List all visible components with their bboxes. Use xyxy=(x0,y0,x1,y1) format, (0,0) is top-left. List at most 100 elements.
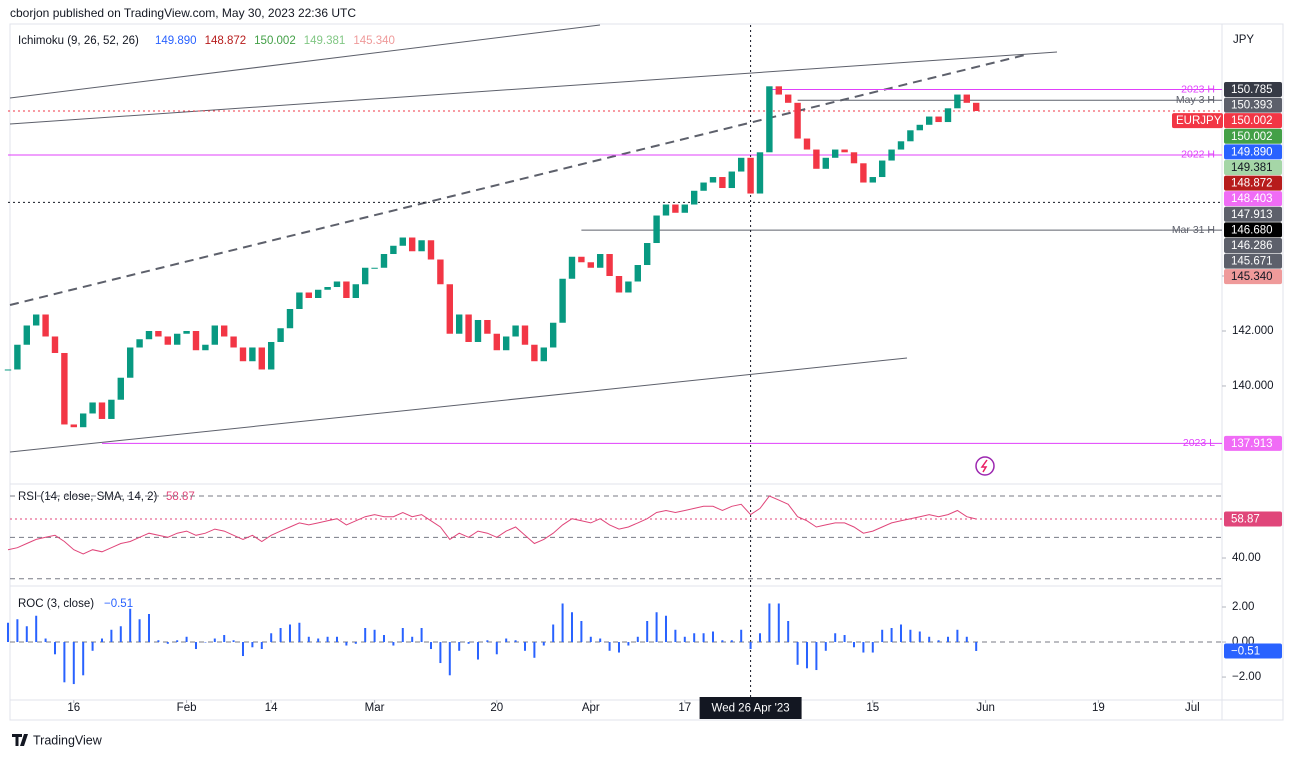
level-name: 2023 L xyxy=(1183,437,1215,449)
candle-body xyxy=(145,330,153,340)
alert-icon-bolt xyxy=(980,459,988,473)
roc-bar xyxy=(899,624,902,643)
price-marker xyxy=(1224,144,1282,160)
rsi-last: 58.87 xyxy=(166,491,195,503)
candle-body xyxy=(484,319,491,334)
candle-body xyxy=(700,182,707,191)
roc-bar xyxy=(129,608,132,643)
roc-name: ROC (3, close) xyxy=(18,598,94,610)
candle-body xyxy=(399,237,406,246)
roc-bar xyxy=(646,621,649,643)
x-tick-label: Feb xyxy=(177,702,197,714)
candle-body xyxy=(803,138,811,150)
indicator-value: 149.381 xyxy=(304,35,346,47)
rsi-marker xyxy=(1224,511,1282,527)
roc-bar xyxy=(458,642,461,651)
candle-body xyxy=(888,149,895,161)
price-marker-label: 150.785 xyxy=(1231,84,1273,96)
candle-body xyxy=(277,328,284,342)
indicator-value: 145.340 xyxy=(353,35,395,47)
x-tick-label: 19 xyxy=(1092,702,1105,714)
x-tick-label: 15 xyxy=(866,702,879,714)
x-tick-label: 20 xyxy=(490,702,503,714)
roc-bar xyxy=(63,642,66,683)
candle-body xyxy=(540,347,547,362)
roc-tick-label: 2.00 xyxy=(1232,601,1254,613)
candle-body xyxy=(173,333,181,345)
roc-bar xyxy=(176,640,179,643)
candle-body xyxy=(690,190,698,205)
candle-body xyxy=(324,287,331,290)
trend-line xyxy=(9,51,1058,125)
x-tick-label: 16 xyxy=(67,702,80,714)
candle-body xyxy=(343,281,350,298)
candle-body xyxy=(465,314,472,342)
roc-bar xyxy=(843,635,846,643)
candle-body xyxy=(230,336,237,348)
roc-bar xyxy=(241,642,244,657)
price-marker xyxy=(1224,81,1282,97)
candle-body xyxy=(850,152,858,164)
candle-body xyxy=(155,330,162,337)
alert-icon[interactable] xyxy=(975,456,995,476)
candle-body xyxy=(625,281,632,293)
roc-bar xyxy=(608,642,611,651)
candle-body xyxy=(897,141,905,150)
candle-body xyxy=(531,344,538,362)
roc-bar xyxy=(204,642,207,643)
roc-bar xyxy=(448,642,451,676)
roc-bar xyxy=(711,631,714,643)
indicator-value: 149.890 xyxy=(155,35,197,47)
roc-bar xyxy=(185,636,188,643)
roc-bar xyxy=(749,642,752,650)
candle-body xyxy=(775,86,782,95)
candle-body xyxy=(474,319,482,342)
candle-body xyxy=(380,254,388,268)
roc-bar xyxy=(345,642,348,646)
roc-bar xyxy=(91,642,94,651)
indicator-name: Ichimoku (9, 26, 52, 26) xyxy=(18,35,139,47)
roc-bar xyxy=(730,640,733,643)
roc-bar xyxy=(721,640,724,643)
roc-bar xyxy=(890,628,893,643)
cursor-label: Wed 26 Apr '23 xyxy=(712,703,790,715)
candle-body xyxy=(89,402,96,414)
candle-body xyxy=(408,237,416,252)
price-marker xyxy=(1224,159,1282,175)
candle-body xyxy=(596,254,604,268)
candle-body xyxy=(371,267,378,269)
price-marker xyxy=(1224,237,1282,253)
roc-bar xyxy=(561,603,564,643)
price-marker-label: 148.403 xyxy=(1231,193,1273,205)
level-name: May 3 H xyxy=(1176,94,1215,106)
candle-body xyxy=(972,102,980,111)
x-tick-label: 17 xyxy=(678,702,691,714)
candle-body xyxy=(61,352,68,425)
candle-body xyxy=(869,177,876,183)
x-tick-label: 14 xyxy=(265,702,278,714)
candle-body xyxy=(70,424,77,428)
roc-bar xyxy=(796,642,799,665)
candle-body xyxy=(42,314,49,337)
candle-body xyxy=(333,281,341,288)
candle-body xyxy=(286,308,294,329)
price-marker xyxy=(1224,113,1282,129)
candle-body xyxy=(183,330,190,334)
candle-body xyxy=(822,157,829,169)
price-marker-label: 150.002 xyxy=(1231,131,1273,143)
x-tick-label: Mar xyxy=(365,702,385,714)
roc-bar xyxy=(523,642,526,651)
candle-body xyxy=(794,102,801,139)
roc-bar xyxy=(260,642,263,650)
price-marker-label: 150.002 xyxy=(1231,115,1273,127)
candle-body xyxy=(907,130,914,142)
roc-bar xyxy=(138,619,141,643)
roc-bar xyxy=(552,624,555,643)
candle-body xyxy=(493,333,500,351)
roc-bar xyxy=(16,619,19,643)
rsi-name: RSI (14, close, SMA, 14, 2) xyxy=(18,491,158,503)
roc-bar xyxy=(232,640,235,643)
roc-bar xyxy=(420,628,423,643)
footer-brand: TradingView xyxy=(33,733,103,747)
